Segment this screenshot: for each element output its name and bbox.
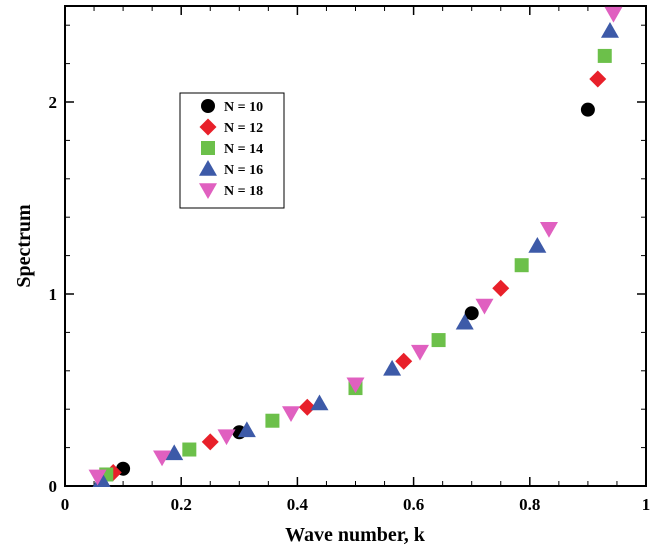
data-point — [383, 359, 402, 376]
x-axis-label: Wave number, k — [285, 524, 426, 546]
x-tick-label: 1 — [642, 495, 651, 514]
data-point — [600, 21, 619, 38]
legend-entries: N = 10 N = 12 N = 14 N = 16 N = 18 — [199, 99, 263, 199]
data-point — [455, 313, 474, 330]
data-point — [395, 352, 413, 370]
data-point — [265, 413, 280, 428]
legend-marker — [201, 141, 215, 155]
axis-ticks — [64, 6, 647, 487]
data-point — [153, 450, 172, 467]
legend-marker — [201, 99, 215, 113]
data-point — [597, 48, 612, 63]
data-point — [528, 237, 547, 253]
data-point — [346, 377, 365, 394]
tick-labels: 0 0.2 0.4 0.6 0.8 1 0 1 2 — [49, 93, 651, 514]
y-axis-label: Spectrum — [13, 204, 35, 288]
data-point — [217, 429, 236, 446]
legend-label: N = 18 — [224, 184, 263, 199]
data-point — [514, 258, 529, 273]
data-point — [580, 102, 595, 117]
data-point — [589, 70, 607, 88]
data-point — [310, 394, 329, 411]
x-tick-label: 0.8 — [519, 495, 540, 514]
data-point — [410, 344, 429, 361]
data-point — [182, 442, 197, 457]
legend-label: N = 14 — [224, 142, 263, 157]
data-point — [475, 298, 494, 315]
plot-frame — [64, 5, 647, 487]
y-tick-label: 2 — [49, 93, 58, 112]
x-tick-label: 0.4 — [287, 495, 309, 514]
legend-marker — [199, 160, 217, 176]
x-tick-label: 0 — [61, 495, 70, 514]
data-point — [604, 6, 623, 23]
legend: N = 10 N = 12 N = 14 N = 16 N = 18 — [179, 92, 285, 209]
legend-label: N = 16 — [224, 163, 263, 178]
legend-label: N = 12 — [224, 121, 263, 136]
data-point — [464, 306, 479, 321]
y-tick-label: 0 — [49, 477, 58, 496]
data-point — [201, 433, 219, 451]
x-tick-label: 0.6 — [403, 495, 424, 514]
data-point — [539, 221, 558, 238]
data-point — [492, 279, 510, 297]
data-point — [88, 469, 107, 486]
legend-marker — [199, 183, 217, 199]
legend-box — [179, 92, 285, 209]
data-point — [431, 333, 446, 348]
data-points — [88, 6, 623, 487]
y-tick-label: 1 — [49, 285, 58, 304]
data-point — [237, 421, 256, 438]
x-tick-label: 0.2 — [171, 495, 192, 514]
data-point — [298, 398, 316, 416]
data-point — [165, 444, 184, 461]
legend-marker — [199, 118, 217, 136]
legend-label: N = 10 — [224, 100, 263, 115]
data-point — [282, 406, 301, 423]
